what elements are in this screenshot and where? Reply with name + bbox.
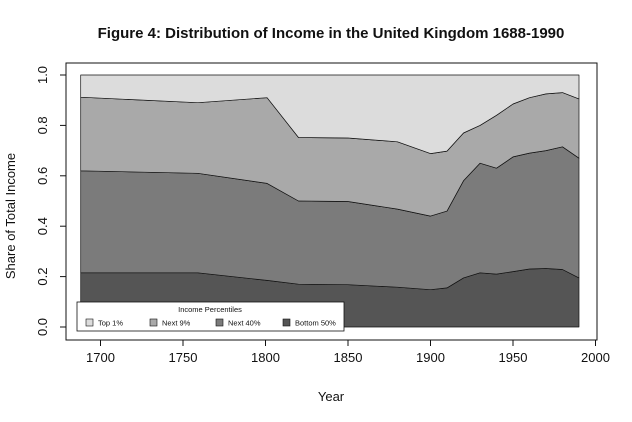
legend-label-top-1: Top 1% bbox=[98, 319, 123, 328]
area-top-1 bbox=[80, 74, 580, 154]
y-tick-label: 0.6 bbox=[35, 167, 50, 185]
y-axis-label: Share of Total Income bbox=[3, 153, 18, 279]
x-axis-label: Year bbox=[318, 389, 345, 404]
y-axis: 0.0 0.2 0.4 0.6 0.8 1.0 bbox=[35, 66, 66, 336]
legend-swatch-top-1 bbox=[85, 318, 94, 327]
x-tick-label: 1800 bbox=[251, 350, 280, 365]
y-tick-label: 1.0 bbox=[35, 66, 50, 84]
x-tick-label: 1750 bbox=[169, 350, 198, 365]
x-tick-label: 2000 bbox=[581, 350, 610, 365]
y-tick-label: 0.8 bbox=[35, 116, 50, 134]
y-tick-label: 0.2 bbox=[35, 268, 50, 286]
legend-label-next-40: Next 40% bbox=[228, 319, 261, 328]
legend-items: Top 1% Next 9% Next 40% Bottom 50% bbox=[85, 318, 336, 328]
x-tick-label: 1950 bbox=[499, 350, 528, 365]
x-tick-label: 1850 bbox=[334, 350, 363, 365]
legend-swatch-bottom-50 bbox=[282, 318, 291, 327]
y-tick-label: 0.4 bbox=[35, 217, 50, 235]
legend-label-next-9: Next 9% bbox=[162, 319, 191, 328]
legend: Income Percentiles Top 1% Next 9% Next 40%… bbox=[76, 301, 345, 332]
area-layers bbox=[80, 74, 580, 328]
x-tick-label: 1700 bbox=[86, 350, 115, 365]
y-tick-label: 0.0 bbox=[35, 318, 50, 336]
legend-label-bottom-50: Bottom 50% bbox=[295, 319, 336, 328]
x-axis: 1700 1750 1800 1850 1900 1950 2000 bbox=[86, 340, 610, 365]
legend-swatch-next-9 bbox=[149, 318, 158, 327]
x-tick-label: 1900 bbox=[416, 350, 445, 365]
legend-swatch-next-40 bbox=[215, 318, 224, 327]
legend-box bbox=[76, 301, 345, 332]
plot-frame bbox=[65, 62, 598, 341]
legend-title: Income Percentiles bbox=[178, 305, 242, 314]
chart-title: Figure 4: Distribution of Income in the … bbox=[98, 25, 565, 42]
